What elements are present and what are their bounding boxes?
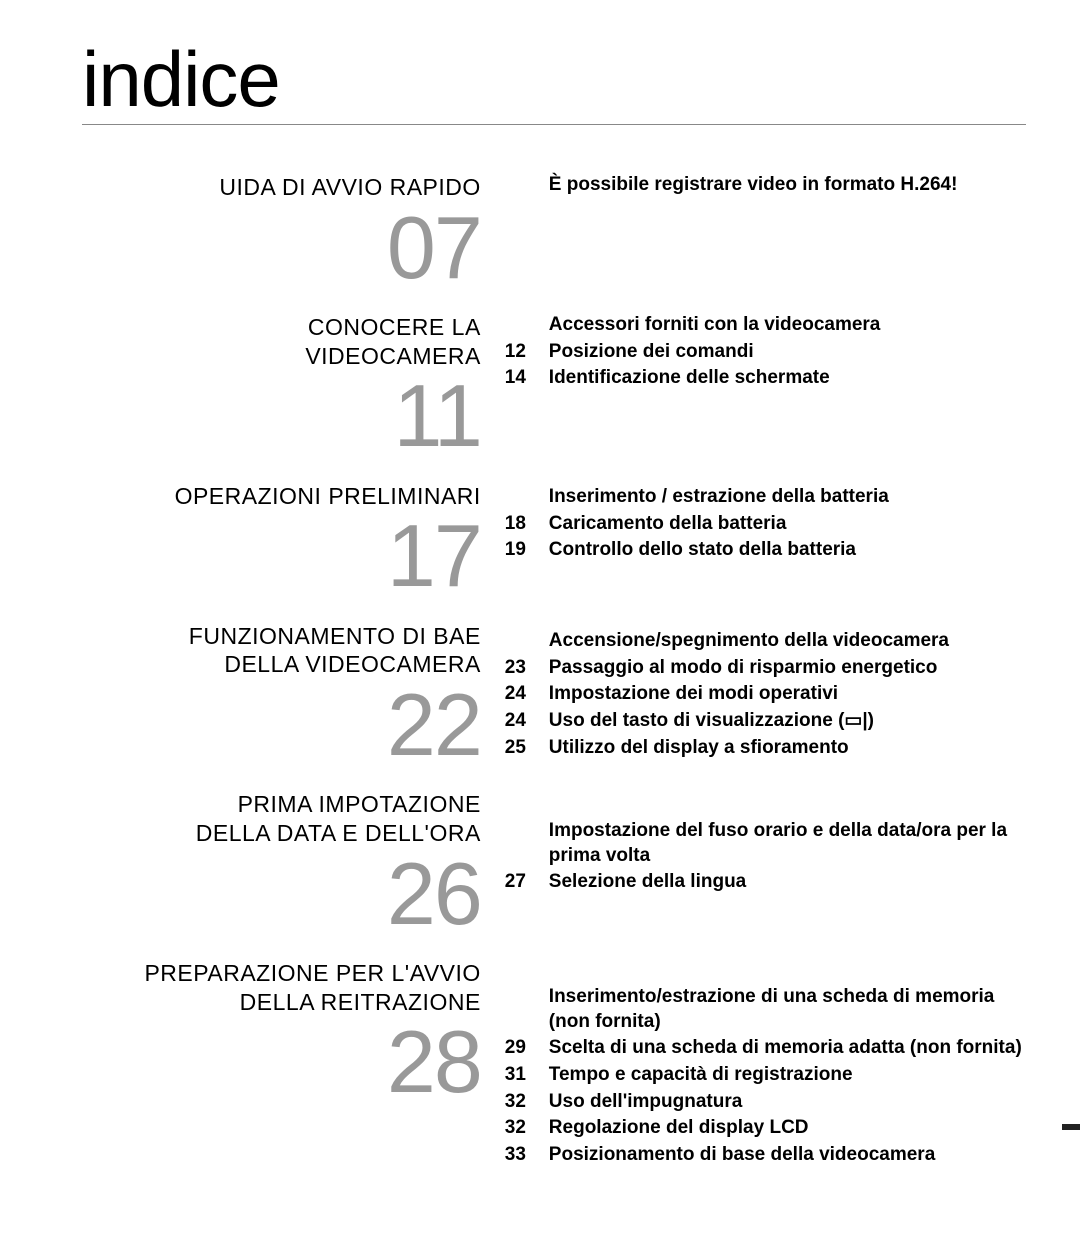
section-page-number: 17 bbox=[387, 516, 481, 595]
section-entries: Accessori forniti con la videocamera12Po… bbox=[505, 313, 1026, 485]
toc-entry: 33Posizionamento di base della videocame… bbox=[505, 1143, 1026, 1168]
toc-entry-text: Accensione/spegnimento della videocamera bbox=[549, 629, 1026, 654]
toc-entry-text: Uso del tasto di visualizzazione (▭|) bbox=[549, 709, 1026, 734]
toc-entry: 24Uso del tasto di visualizzazione (▭|) bbox=[505, 709, 1026, 734]
toc-entry-text: Identificazione delle schermate bbox=[549, 366, 1026, 391]
toc-entry-text: Selezione della lingua bbox=[549, 870, 1026, 895]
toc-entry-text: Passaggio al modo di risparmio energetic… bbox=[549, 656, 1026, 681]
section-heading: PRIMA IMPOTAZIONEDELLA DATA E DELL'ORA bbox=[196, 790, 481, 848]
toc-entry: 24Impostazione dei modi operativi bbox=[505, 682, 1026, 707]
section-entries: È possibile registrare video in formato … bbox=[505, 173, 1026, 313]
section-page-number: 22 bbox=[387, 685, 481, 764]
toc-entry-page bbox=[505, 985, 549, 1034]
toc-entry-text: Inserimento / estrazione della batteria bbox=[549, 485, 1026, 510]
toc-entry-page: 23 bbox=[505, 656, 549, 681]
title-row: indice bbox=[82, 40, 1026, 125]
section-entries: Accensione/spegnimento della videocamera… bbox=[505, 629, 1026, 819]
section-entries: Inserimento/estrazione di una scheda di … bbox=[505, 985, 1026, 1205]
toc-entry: Impostazione del fuso orario e della dat… bbox=[505, 819, 1026, 868]
toc-entry: 19Controllo dello stato della batteria bbox=[505, 538, 1026, 563]
toc-entry-page bbox=[505, 819, 549, 868]
toc-entry-text: Posizione dei comandi bbox=[549, 340, 1026, 365]
section-heading: CONOCERE LAVIDEOCAMERA bbox=[305, 313, 480, 371]
section-heading: FUNZIONAMENTO DI BAEDELLA VIDEOCAMERA bbox=[189, 622, 481, 680]
toc-entry-text: Controllo dello stato della batteria bbox=[549, 538, 1026, 563]
section-page-number: 26 bbox=[387, 854, 481, 933]
toc-entry: 27Selezione della lingua bbox=[505, 870, 1026, 895]
toc-entry-text: Utilizzo del display a sfioramento bbox=[549, 736, 1026, 761]
toc-entry: 25Utilizzo del display a sfioramento bbox=[505, 736, 1026, 761]
toc-entry-page: 24 bbox=[505, 709, 549, 734]
toc-entry-page: 29 bbox=[505, 1036, 549, 1061]
section-page-number: 07 bbox=[387, 208, 481, 287]
page-title: indice bbox=[82, 40, 280, 124]
toc-entry: 32Regolazione del display LCD bbox=[505, 1116, 1026, 1141]
toc-entry-text: Scelta di una scheda di memoria adatta (… bbox=[549, 1036, 1026, 1061]
toc-entry-text: Impostazione del fuso orario e della dat… bbox=[549, 819, 1026, 868]
section-entries: Impostazione del fuso orario e della dat… bbox=[505, 819, 1026, 985]
toc-entry-page: 25 bbox=[505, 736, 549, 761]
toc-entry-text: Inserimento/estrazione di una scheda di … bbox=[549, 985, 1026, 1034]
toc-entry-text: Accessori forniti con la videocamera bbox=[549, 313, 1026, 338]
toc-entry-page: 14 bbox=[505, 366, 549, 391]
toc-entry: 31Tempo e capacità di registrazione bbox=[505, 1063, 1026, 1088]
columns: UIDA DI AVVIO RAPIDO07CONOCERE LAVIDEOCA… bbox=[54, 173, 1026, 1205]
toc-entry: 29Scelta di una scheda di memoria adatta… bbox=[505, 1036, 1026, 1061]
toc-entry: 12Posizione dei comandi bbox=[505, 340, 1026, 365]
toc-entry: È possibile registrare video in formato … bbox=[505, 173, 1026, 198]
toc-entry-page: 18 bbox=[505, 512, 549, 537]
toc-entry-text: È possibile registrare video in formato … bbox=[549, 173, 1026, 198]
toc-entry-page: 32 bbox=[505, 1116, 549, 1141]
toc-entry-page bbox=[505, 629, 549, 654]
toc-entry: 23Passaggio al modo di risparmio energet… bbox=[505, 656, 1026, 681]
toc-entry: 32Uso dell'impugnatura bbox=[505, 1090, 1026, 1115]
toc-entry-text: Tempo e capacità di registrazione bbox=[549, 1063, 1026, 1088]
section-page-number: 28 bbox=[387, 1022, 481, 1101]
toc-entry-page: 19 bbox=[505, 538, 549, 563]
toc-entry-page bbox=[505, 313, 549, 338]
toc-entry: Accessori forniti con la videocamera bbox=[505, 313, 1026, 338]
toc-entry: 14Identificazione delle schermate bbox=[505, 366, 1026, 391]
toc-entry-text: Impostazione dei modi operativi bbox=[549, 682, 1026, 707]
toc-entry-text: Regolazione del display LCD bbox=[549, 1116, 1026, 1141]
toc-entry: 18Caricamento della batteria bbox=[505, 512, 1026, 537]
toc-entry-page bbox=[505, 485, 549, 510]
section-entries: Inserimento / estrazione della batteria1… bbox=[505, 485, 1026, 629]
toc-entry-text: Caricamento della batteria bbox=[549, 512, 1026, 537]
right-column: È possibile registrare video in formato … bbox=[481, 173, 1026, 1205]
toc-entry: Inserimento / estrazione della batteria bbox=[505, 485, 1026, 510]
section-page-number: 11 bbox=[393, 376, 480, 455]
section-heading: PREPARAZIONE PER L'AVVIODELLA REITRAZION… bbox=[144, 959, 480, 1017]
toc-entry-page bbox=[505, 173, 549, 198]
left-column: UIDA DI AVVIO RAPIDO07CONOCERE LAVIDEOCA… bbox=[54, 173, 481, 1205]
toc-entry-page: 32 bbox=[505, 1090, 549, 1115]
toc-entry-text: Uso dell'impugnatura bbox=[549, 1090, 1026, 1115]
toc-entry-page: 24 bbox=[505, 682, 549, 707]
footer-mark bbox=[1062, 1124, 1080, 1130]
toc-entry: Accensione/spegnimento della videocamera bbox=[505, 629, 1026, 654]
toc-entry: Inserimento/estrazione di una scheda di … bbox=[505, 985, 1026, 1034]
toc-entry-text: Posizionamento di base della videocamera bbox=[549, 1143, 1026, 1168]
toc-entry-page: 27 bbox=[505, 870, 549, 895]
toc-entry-page: 12 bbox=[505, 340, 549, 365]
toc-entry-page: 31 bbox=[505, 1063, 549, 1088]
toc-entry-page: 33 bbox=[505, 1143, 549, 1168]
toc-page: indice UIDA DI AVVIO RAPIDO07CONOCERE LA… bbox=[0, 0, 1080, 1234]
